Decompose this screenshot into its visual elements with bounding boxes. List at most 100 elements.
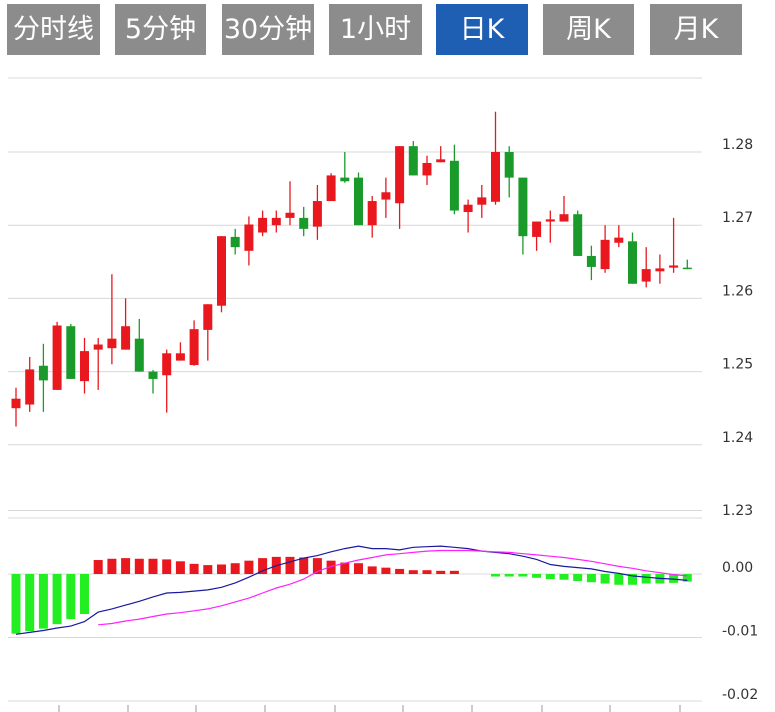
tab-0[interactable]: 分时线 xyxy=(7,4,100,55)
price-tick-label: 1.25 xyxy=(722,357,753,373)
macd-bar xyxy=(66,574,76,620)
macd-bar xyxy=(628,574,637,585)
period-tab-bar: 分时线 5分钟 30分钟 1小时 日K 周K 月K xyxy=(0,0,775,60)
candle-body xyxy=(381,192,391,200)
macd-bar xyxy=(354,563,363,574)
tab-6[interactable]: 月K xyxy=(650,4,742,55)
macd-bar xyxy=(285,556,295,574)
macd-bar xyxy=(340,562,350,574)
candle-body xyxy=(586,255,596,267)
macd-bar xyxy=(518,574,528,577)
candle-body xyxy=(175,353,185,361)
macd-bar xyxy=(299,557,309,574)
candle-body xyxy=(38,365,48,381)
candle-body xyxy=(80,351,89,382)
tab-5[interactable]: 周K xyxy=(543,4,634,55)
macd-bar xyxy=(436,570,446,574)
candle-body xyxy=(641,269,651,282)
macd-bar xyxy=(121,558,131,574)
macd-bar xyxy=(367,566,377,574)
price-chart: 1.28 1.27 1.26 1.25 1.24 1.23 0.00 -0.01 -0.02 xyxy=(8,77,758,712)
macd-bar xyxy=(217,564,226,574)
candle-body xyxy=(559,214,569,222)
candle-body xyxy=(655,268,665,272)
candle-body xyxy=(449,160,459,211)
candle-body xyxy=(230,236,240,248)
macd-bar xyxy=(203,565,213,574)
dea-line xyxy=(98,549,688,626)
candle-body xyxy=(573,214,583,256)
candle-body xyxy=(340,177,350,182)
candle-body xyxy=(162,353,172,376)
tab-2[interactable]: 30分钟 xyxy=(222,4,314,55)
candle-body xyxy=(52,325,62,390)
candle-body xyxy=(436,159,446,163)
macd-bar xyxy=(189,563,199,574)
macd-tick-label: -0.02 xyxy=(722,687,758,703)
candle-body xyxy=(477,197,487,205)
candle-body xyxy=(203,304,213,330)
macd-bar xyxy=(395,568,405,574)
candle-body xyxy=(121,326,131,350)
candle-body xyxy=(463,204,473,213)
candle-body xyxy=(518,177,528,237)
candle-body xyxy=(244,224,254,251)
candle-body xyxy=(532,221,542,237)
macd-bar xyxy=(491,574,500,577)
price-tick-label: 1.24 xyxy=(722,430,753,446)
candle-body xyxy=(628,241,637,284)
candle-body xyxy=(299,217,309,229)
price-tick-label: 1.23 xyxy=(722,503,753,519)
tab-1[interactable]: 5分钟 xyxy=(115,4,206,55)
macd-axis: 0.00 -0.01 -0.02 xyxy=(722,560,758,703)
candle-body xyxy=(669,265,679,268)
macd-tick-label: 0.00 xyxy=(722,560,753,576)
macd-histogram xyxy=(11,556,692,634)
macd-bar xyxy=(559,574,569,580)
candle-body xyxy=(395,146,405,204)
dif-line xyxy=(15,545,688,635)
candle-body xyxy=(93,344,103,350)
macd-bar xyxy=(614,574,624,585)
macd-bar xyxy=(11,574,21,634)
candle-body xyxy=(271,217,281,226)
macd-bar xyxy=(326,560,336,574)
macd-bar xyxy=(107,558,117,574)
macd-bar xyxy=(545,574,555,580)
candlestick-series xyxy=(11,111,692,427)
macd-bar xyxy=(504,574,514,577)
candle-body xyxy=(545,219,555,222)
macd-bar xyxy=(573,574,583,581)
candle-body xyxy=(354,177,363,226)
candle-body xyxy=(504,152,514,178)
candle-body xyxy=(25,369,35,405)
macd-bar xyxy=(682,574,692,582)
candle-body xyxy=(326,175,336,202)
price-tick-label: 1.26 xyxy=(722,283,753,299)
macd-bar xyxy=(600,574,610,584)
candle-body xyxy=(614,237,624,243)
macd-bar xyxy=(381,567,391,574)
candle-body xyxy=(66,326,76,379)
macd-bar xyxy=(134,558,144,574)
candle-body xyxy=(189,329,199,366)
macd-bar xyxy=(162,559,172,574)
candle-body xyxy=(258,217,268,233)
macd-bar xyxy=(422,570,432,574)
macd-bar xyxy=(230,563,240,574)
tab-4[interactable]: 日K xyxy=(436,4,528,55)
price-tick-label: 1.27 xyxy=(722,210,753,226)
macd-bar xyxy=(669,574,679,583)
macd-bar xyxy=(25,574,35,632)
macd-bar xyxy=(449,570,459,574)
macd-bar xyxy=(93,560,103,574)
candle-body xyxy=(491,152,500,202)
candle-body xyxy=(285,212,295,218)
candle-body xyxy=(600,239,610,270)
tab-3[interactable]: 1小时 xyxy=(329,4,422,55)
candle-body xyxy=(11,398,21,409)
macd-bar xyxy=(532,574,542,578)
macd-bar xyxy=(641,574,651,584)
candle-body xyxy=(107,338,117,349)
macd-bar xyxy=(408,570,418,574)
